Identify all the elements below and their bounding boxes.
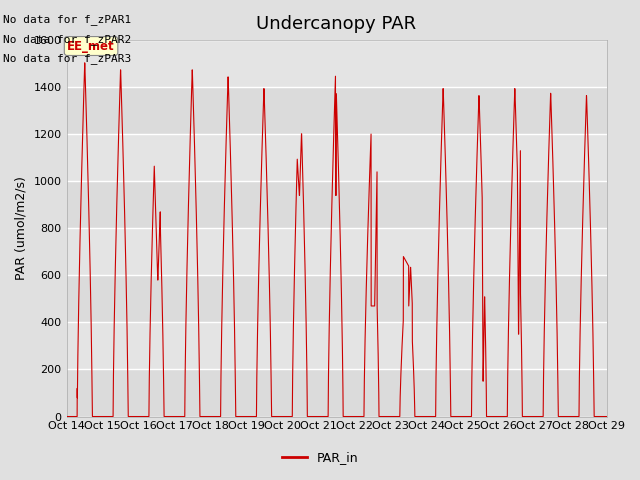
Bar	[67, 370, 607, 417]
Bar	[67, 40, 607, 87]
Bar	[67, 228, 607, 276]
Y-axis label: PAR (umol/m2/s): PAR (umol/m2/s)	[15, 176, 28, 280]
Bar	[67, 276, 607, 323]
Legend: PAR_in: PAR_in	[276, 446, 364, 469]
Title: Undercanopy PAR: Undercanopy PAR	[257, 15, 417, 33]
Text: EE_met: EE_met	[67, 39, 115, 52]
Text: No data for f_zPAR1: No data for f_zPAR1	[3, 14, 131, 25]
Bar	[67, 134, 607, 181]
Bar	[67, 87, 607, 134]
Bar	[67, 323, 607, 370]
Text: No data for f_zPAR3: No data for f_zPAR3	[3, 53, 131, 64]
Bar	[67, 181, 607, 228]
Text: No data for f_zPAR2: No data for f_zPAR2	[3, 34, 131, 45]
